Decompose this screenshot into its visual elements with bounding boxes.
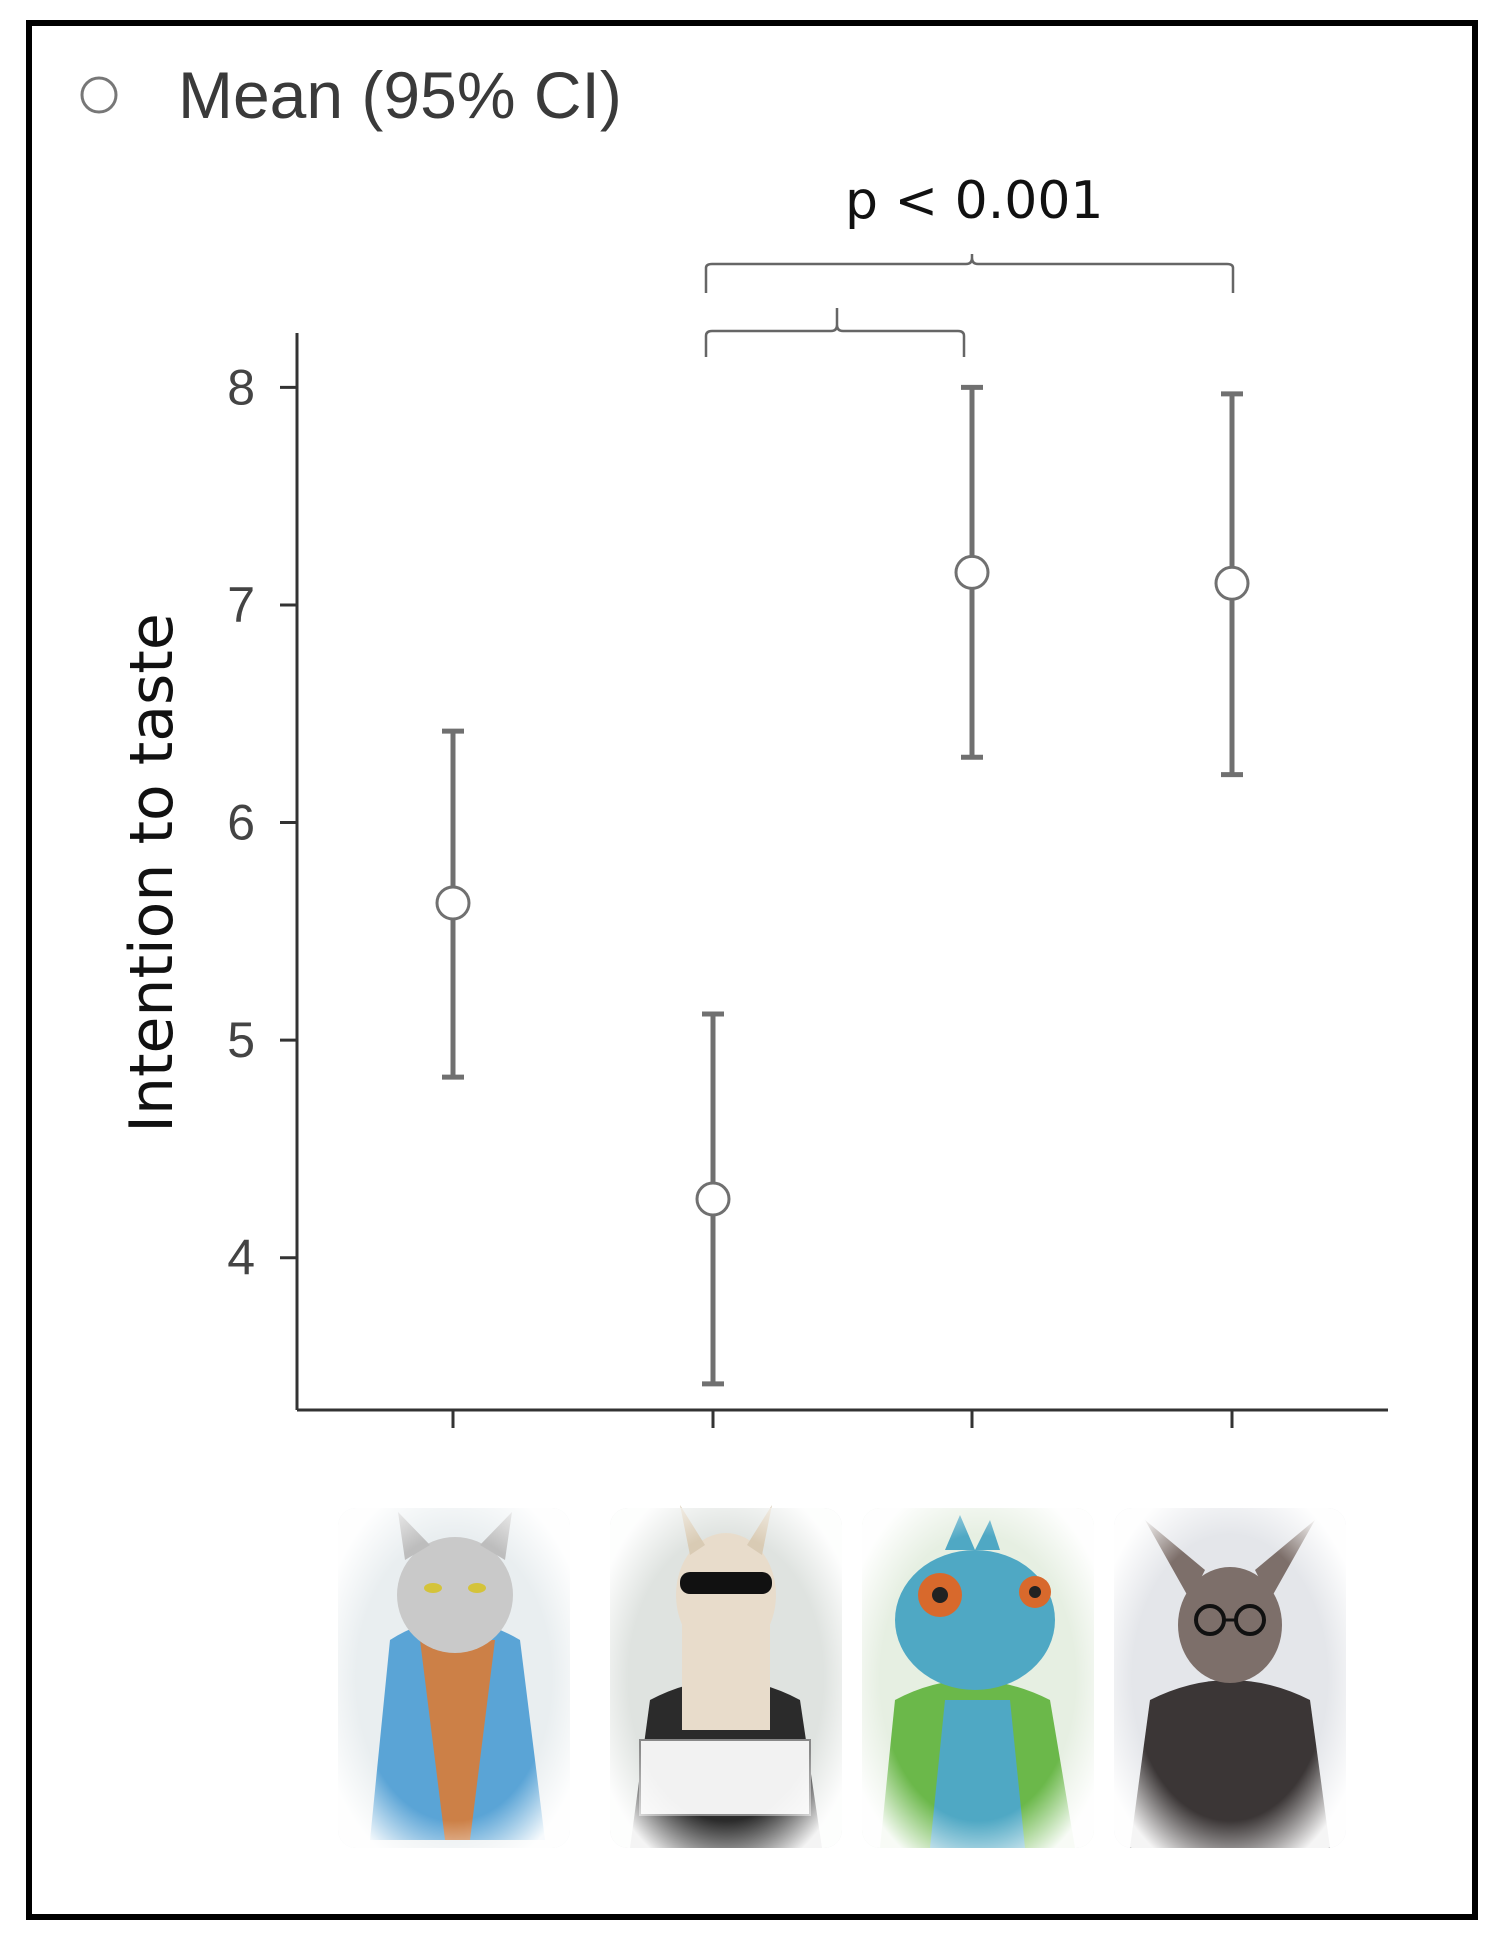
mean-point	[954, 554, 990, 590]
y-tick-label: 6	[227, 795, 255, 851]
y-axis-label: Intention to taste	[117, 613, 187, 1133]
data-points	[435, 384, 1250, 1387]
x-ticks	[451, 1410, 1234, 1428]
y-ticks: 4 5 6 7 8	[227, 359, 297, 1286]
significance-label: p < 0.001	[845, 171, 1104, 231]
significance-bracket-outer	[704, 254, 1235, 293]
y-tick-label: 5	[227, 1012, 255, 1068]
mean-point	[1214, 565, 1250, 601]
mean-point	[435, 885, 471, 921]
legend-label: Mean (95% CI)	[178, 58, 622, 132]
bat-illustration	[1114, 1508, 1346, 1848]
y-tick-label: 4	[227, 1230, 255, 1286]
y-tick-label: 7	[227, 577, 255, 633]
chameleon-illustration	[862, 1508, 1094, 1848]
significance-bracket-inner	[704, 308, 966, 357]
y-tick-label: 8	[227, 359, 255, 415]
legend-marker-icon	[80, 76, 118, 114]
cat-illustration	[338, 1508, 570, 1848]
mean-point	[695, 1181, 731, 1217]
llama-illustration	[610, 1505, 842, 1848]
